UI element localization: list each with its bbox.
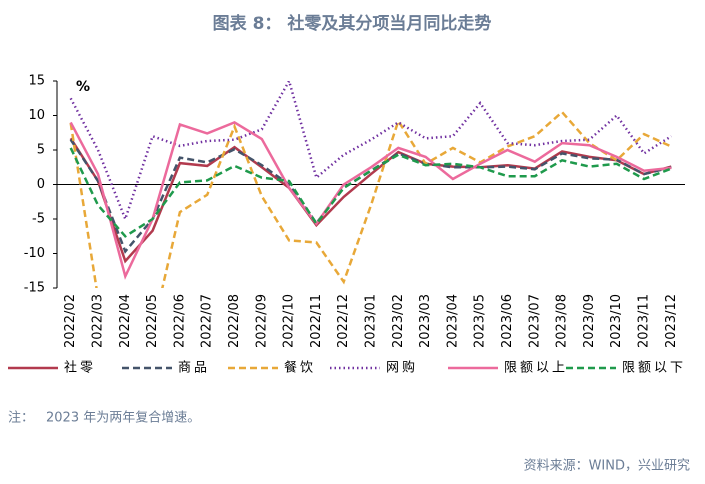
series-line bbox=[69, 81, 672, 223]
series-line bbox=[69, 137, 672, 264]
x-tick-label: 2022/10 bbox=[282, 294, 297, 348]
x-tick-label: 2022/09 bbox=[254, 294, 269, 348]
x-tick-label: 2022/06 bbox=[172, 294, 187, 348]
note: 2023 年为两年复合增速。 bbox=[46, 411, 200, 426]
x-tick-label: 2023/07 bbox=[527, 294, 542, 348]
y-tick-label: 0 bbox=[37, 177, 45, 192]
x-tick-label: 2022/04 bbox=[118, 294, 133, 348]
x-tick-label: 2023/09 bbox=[582, 294, 597, 348]
y-tick-label: -15 bbox=[24, 281, 45, 296]
source: 资料来源：WIND，兴业研究 bbox=[524, 459, 690, 474]
y-tick-label: -5 bbox=[32, 212, 45, 227]
y-tick-label: 15 bbox=[28, 74, 45, 89]
x-tick-label: 2023/05 bbox=[473, 294, 488, 348]
x-tick-label: 2023/02 bbox=[391, 294, 406, 348]
x-tick-label: 2022/08 bbox=[227, 294, 242, 348]
legend-label: 餐饮 bbox=[284, 360, 316, 376]
x-tick-label: 2023/06 bbox=[500, 294, 515, 348]
legend-label: 商品 bbox=[178, 361, 210, 376]
x-tick-label: 2022/05 bbox=[145, 294, 160, 348]
x-tick-label: 2023/08 bbox=[555, 294, 570, 348]
y-tick-label: 5 bbox=[37, 143, 45, 158]
series-line bbox=[69, 110, 672, 288]
x-tick-label: 2023/03 bbox=[418, 294, 433, 348]
x-tick-label: 2022/03 bbox=[90, 294, 105, 348]
x-tick-label: 2023/10 bbox=[609, 294, 624, 348]
plot-area bbox=[69, 81, 672, 288]
series-line bbox=[69, 147, 672, 238]
chart-title: 图表 8： 社零及其分项当月同比走势 bbox=[213, 13, 492, 34]
x-tick-label: 2022/12 bbox=[336, 294, 351, 348]
x-tick-label: 2022/11 bbox=[309, 294, 324, 348]
unit-label: % bbox=[76, 79, 90, 95]
note-label: 注： bbox=[8, 411, 34, 426]
x-tick-label: 2023/12 bbox=[664, 294, 679, 348]
x-tick-label: 2023/11 bbox=[637, 294, 652, 348]
y-tick-label: -10 bbox=[24, 246, 45, 261]
x-tick-label: 2023/01 bbox=[364, 294, 379, 348]
x-tick-label: 2023/04 bbox=[445, 294, 460, 348]
legend-label: 限额以下 bbox=[622, 361, 686, 376]
x-tick-label: 2022/07 bbox=[200, 294, 215, 348]
x-tick-label: 2022/02 bbox=[63, 294, 78, 348]
legend-label: 限额以上 bbox=[504, 361, 568, 376]
y-tick-label: 10 bbox=[28, 108, 45, 123]
series-line bbox=[69, 139, 672, 254]
series-line bbox=[69, 121, 672, 280]
legend-label: 社零 bbox=[64, 360, 96, 376]
legend-label: 网购 bbox=[386, 360, 418, 376]
